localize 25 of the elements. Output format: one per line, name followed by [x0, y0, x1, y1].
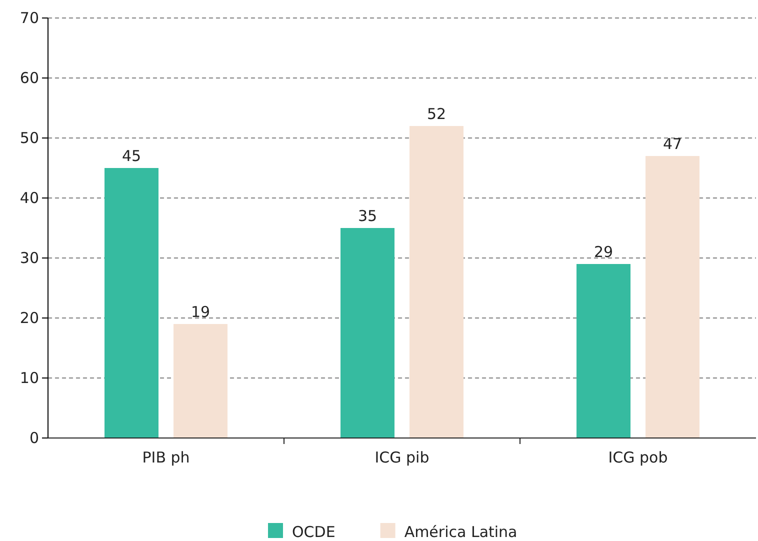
y-tick-label: 60 — [20, 68, 39, 87]
legend-label: América Latina — [404, 523, 518, 541]
bar — [340, 228, 394, 438]
y-tick-label: 40 — [20, 188, 39, 207]
data-label: 35 — [358, 207, 378, 225]
legend-label: OCDE — [292, 523, 336, 541]
y-tick-label: 10 — [20, 368, 39, 387]
y-tick-label: 50 — [20, 128, 39, 147]
x-tick-label: ICG pob — [608, 448, 668, 467]
data-label: 29 — [594, 243, 614, 261]
bar — [410, 126, 464, 438]
y-tick-label: 0 — [29, 428, 39, 447]
y-tick-label: 20 — [20, 308, 39, 327]
bar — [174, 324, 228, 438]
data-label: 19 — [190, 303, 210, 321]
y-tick-label: 30 — [20, 248, 39, 267]
data-label: 47 — [662, 135, 682, 153]
data-label: 52 — [426, 105, 446, 123]
x-tick-label: ICG pib — [374, 448, 430, 467]
x-tick-label: PIB ph — [142, 448, 190, 467]
bar — [576, 264, 630, 438]
y-tick-label: 70 — [20, 8, 39, 27]
data-label: 45 — [122, 147, 142, 165]
bar — [104, 168, 158, 438]
bar — [646, 156, 700, 438]
